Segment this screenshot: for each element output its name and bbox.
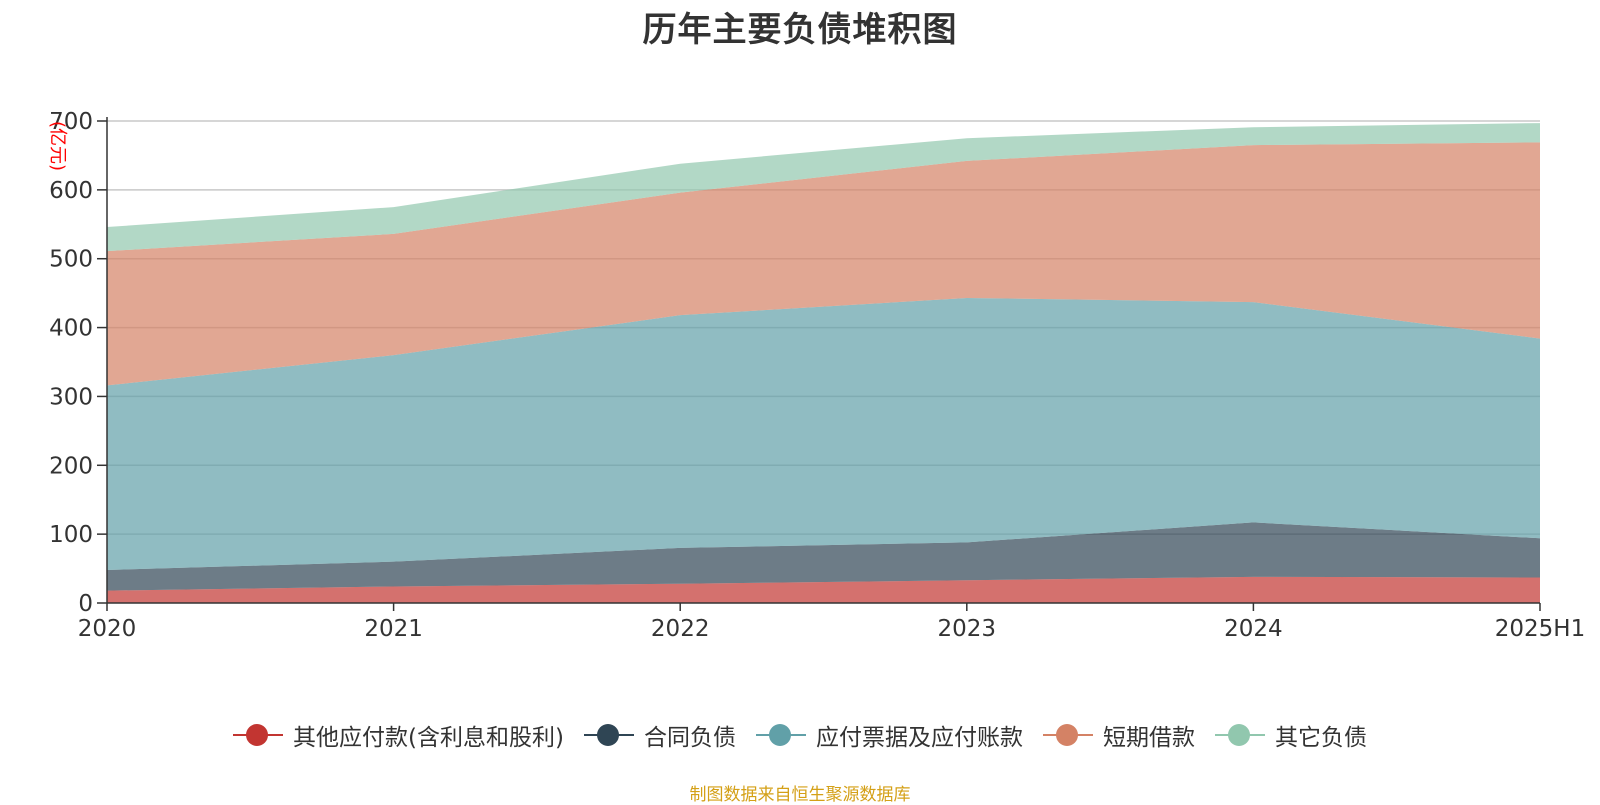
legend-item-4[interactable]: 短期借款 (1042, 718, 1195, 752)
legend-item-1[interactable]: 其他应付款(含利息和股利) (233, 718, 564, 752)
legend-label: 其它负债 (1274, 725, 1367, 751)
y-tick-label: 200 (49, 453, 93, 479)
legend-marker (583, 722, 634, 748)
y-tick-label: 0 (78, 591, 93, 617)
series-area-5 (107, 123, 1540, 252)
legend-label: 合同负债 (643, 725, 736, 751)
legend-item-5[interactable]: 其它负债 (1214, 718, 1367, 752)
legend-marker (1042, 722, 1093, 748)
axes (97, 117, 1541, 611)
x-tick-label: 2022 (651, 616, 710, 642)
y-tick-label: 600 (49, 178, 93, 204)
legend-item-2[interactable]: 合同负债 (583, 718, 736, 752)
series-area-4 (107, 142, 1540, 386)
x-tick-label: 2023 (938, 616, 997, 642)
legend: 其他应付款(含利息和股利) 合同负债 应付票据及应付账款 短期借款 其它负债 (0, 718, 1600, 752)
y-tick-label: 100 (49, 522, 93, 548)
legend-marker (233, 722, 284, 748)
legend-label: 应付票据及应付账款 (815, 725, 1023, 751)
x-tick-label: 2024 (1224, 616, 1283, 642)
legend-label: 其他应付款(含利息和股利) (293, 725, 564, 751)
legend-marker (755, 722, 806, 748)
legend-label: 短期借款 (1102, 725, 1195, 751)
source-note: 制图数据来自恒生聚源数据库 (689, 785, 911, 805)
series-area-2 (107, 522, 1540, 591)
x-tick-label: 2020 (78, 616, 137, 642)
y-tick-label: 300 (49, 384, 93, 410)
y-tick-label: 500 (49, 247, 93, 273)
y-tick-label: 400 (49, 316, 93, 342)
y-tick-label: 700 (49, 109, 93, 135)
series-area-3 (107, 297, 1540, 570)
legend-item-3[interactable]: 应付票据及应付账款 (755, 718, 1023, 752)
series-area-1 (107, 576, 1540, 603)
y-unit-label: (亿元) (47, 121, 68, 171)
tick-labels: 0 100 200 300 400 500 600 700 2020 2021 2022 2023 20… (47, 109, 1585, 642)
chart-title: 历年主要负债堆积图 (642, 10, 958, 50)
x-tick-label: 2025H1 (1495, 616, 1585, 642)
x-tick-label: 2021 (364, 616, 423, 642)
legend-marker (1214, 722, 1265, 748)
series-areas (107, 123, 1540, 603)
